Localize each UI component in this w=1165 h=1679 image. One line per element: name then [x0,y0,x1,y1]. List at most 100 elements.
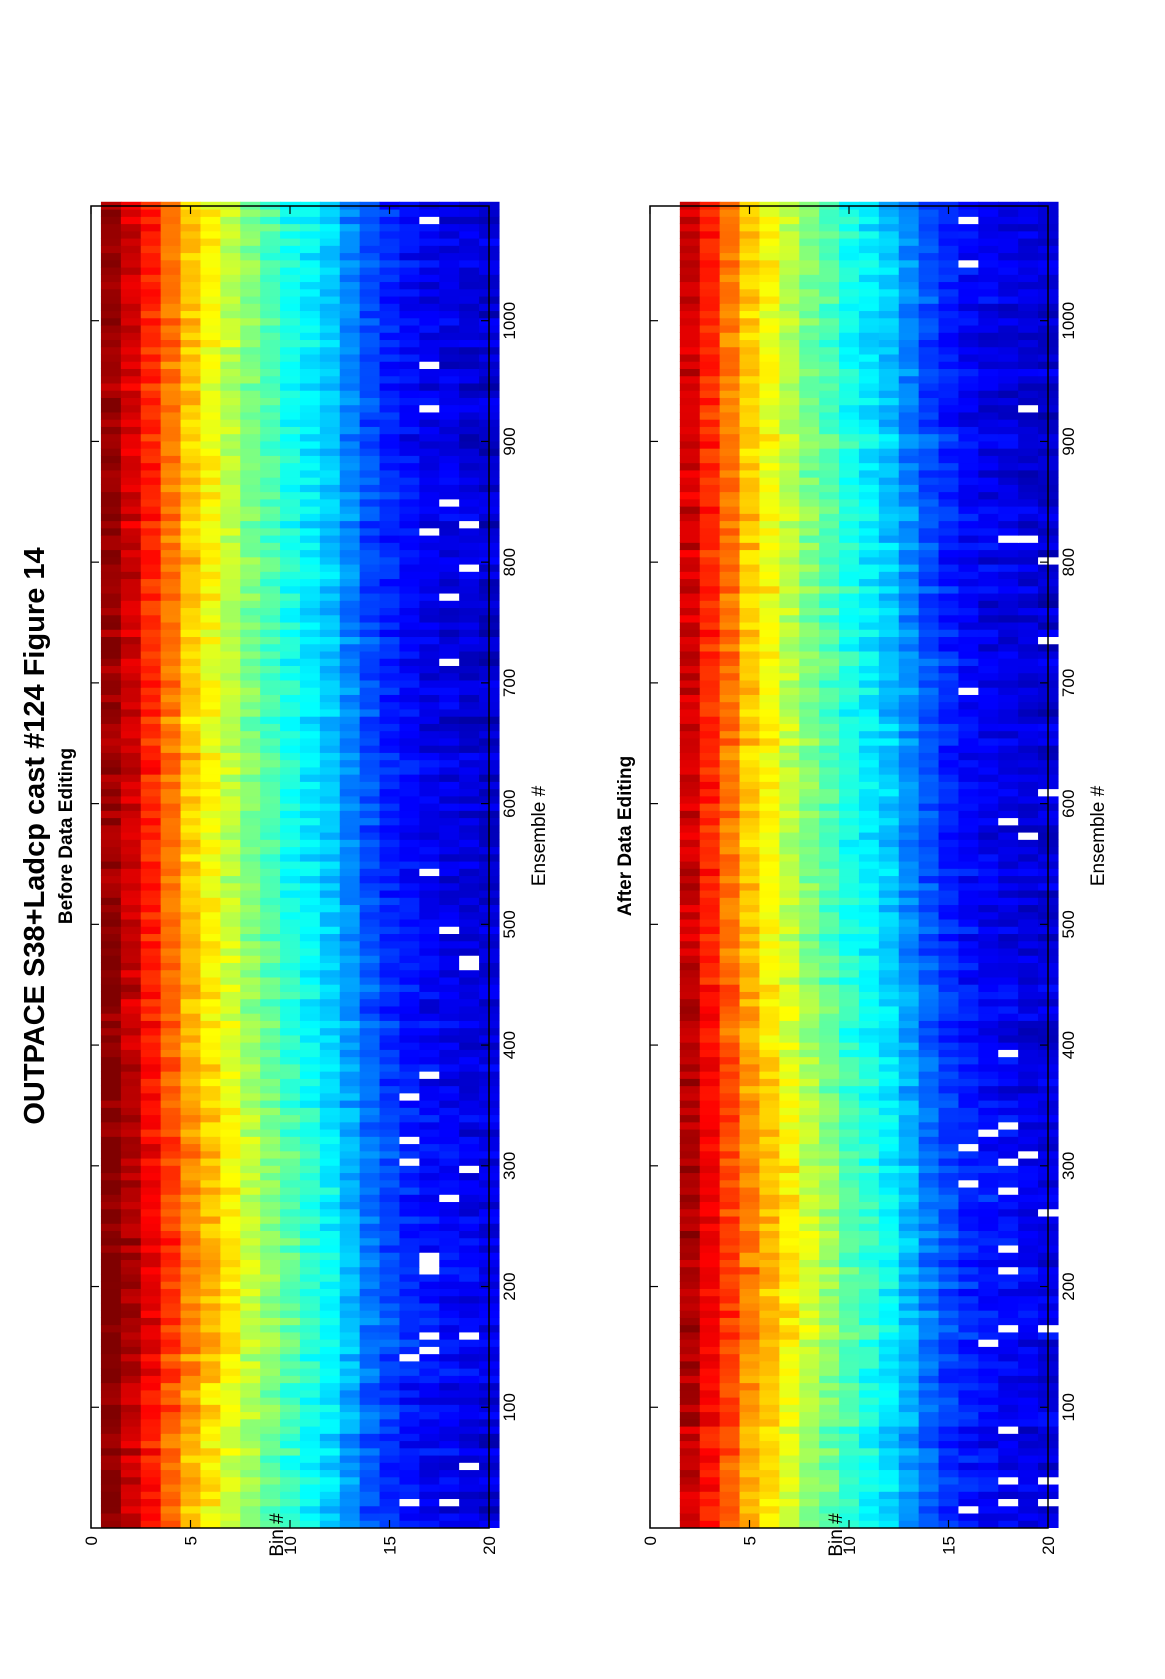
heatmap-cell [819,1425,840,1434]
heatmap-cell [858,1215,880,1224]
heatmap-cell [379,1259,401,1268]
heatmap-cell [379,303,401,312]
heatmap-cell [978,1440,999,1449]
heatmap-cell [160,1194,182,1203]
heatmap-cell [140,1013,162,1021]
heatmap-cell [998,1447,1019,1456]
heatmap-cell [200,1186,221,1195]
heatmap-cell [978,1346,999,1355]
heatmap-cell [200,1281,221,1289]
heatmap-cell [220,1063,241,1072]
heatmap-cell [419,600,440,609]
heatmap-cell [419,643,440,652]
heatmap-cell [260,621,281,630]
heatmap-cell [419,1172,440,1181]
heatmap-cell [220,585,241,594]
heatmap-cell [220,1078,241,1087]
heatmap-cell [240,498,261,507]
heatmap-cell [978,1469,999,1478]
heatmap-cell [799,1273,820,1282]
heatmap-cell [220,1425,241,1434]
heatmap-cell [938,1114,960,1123]
heatmap-cell [220,607,241,616]
heatmap-cell [100,1339,122,1347]
heatmap-cell [938,1266,960,1275]
heatmap-cell [978,1215,999,1224]
heatmap-cell [359,361,381,369]
heatmap-cell [399,1237,420,1246]
heatmap-cell [339,1150,361,1159]
heatmap-cell [120,346,142,355]
heatmap-cell [100,774,122,782]
heatmap-cell [299,889,321,898]
heatmap-cell [759,1389,780,1398]
heatmap-cell [339,448,361,456]
heatmap-cell [399,781,420,790]
heatmap-cell [379,730,401,739]
heatmap-cell [359,810,381,819]
heatmap-cell [140,1389,162,1398]
heatmap-cell [319,1150,341,1159]
heatmap-cell [100,1107,122,1116]
heatmap-cell [399,491,420,500]
heatmap-cell [858,1302,880,1311]
heatmap-cell [878,1302,900,1311]
heatmap-cell [299,353,321,362]
heatmap-cell [280,295,301,304]
heatmap-cell [140,1462,162,1471]
heatmap-cell [739,1273,761,1282]
heatmap-cell [200,216,221,225]
heatmap-cell [280,889,301,898]
heatmap-cell [299,629,321,638]
heatmap-cell [739,1266,761,1275]
heatmap-cell [699,1368,721,1376]
heatmap-cell [140,1454,162,1463]
heatmap-cell [339,527,361,536]
heatmap-cell [299,1433,321,1442]
heatmap-cell [399,1020,420,1029]
heatmap-cell [759,1114,780,1123]
heatmap-cell [359,274,381,283]
heatmap-cell [200,650,221,659]
heatmap-cell [260,1208,281,1217]
heatmap-cell [379,1252,401,1260]
heatmap-cell [100,556,122,565]
heatmap-cell [779,1447,800,1456]
heatmap-cell [140,803,162,811]
heatmap-cell [180,281,202,290]
heatmap-cell [339,1085,361,1094]
heatmap-cell [200,223,221,232]
heatmap-cell [260,1128,281,1137]
heatmap-cell [699,1375,721,1384]
heatmap-cell [359,1157,381,1166]
heatmap-cell [379,1389,401,1398]
heatmap-cell [379,701,401,710]
heatmap-cell [299,1266,321,1275]
heatmap-cell [779,1143,800,1152]
heatmap-cell [839,1346,860,1355]
heatmap-cell [439,484,460,493]
heatmap-cell [459,534,480,543]
heatmap-cell [399,1215,420,1224]
heatmap-cell [260,636,281,645]
heatmap-cell [140,1107,162,1116]
heatmap-cell [339,1208,361,1217]
heatmap-cell [140,1230,162,1239]
heatmap-cell [679,1150,701,1159]
heatmap-cell [679,1418,701,1427]
heatmap-cell [260,658,281,666]
heatmap-cell [319,1165,341,1174]
heatmap-cell [319,752,341,761]
heatmap-cell [419,295,440,304]
heatmap-cell [918,1476,940,1485]
heatmap-cell [160,904,182,913]
heatmap-cell [359,774,381,782]
heatmap-cell [819,1440,840,1449]
heatmap-cell [260,1034,281,1043]
heatmap-cell [280,839,301,848]
heatmap-cell [359,1346,381,1355]
heatmap-cell [898,1157,920,1166]
heatmap-cell [220,310,241,319]
heatmap-cell [459,636,480,645]
heatmap-cell [399,745,420,753]
